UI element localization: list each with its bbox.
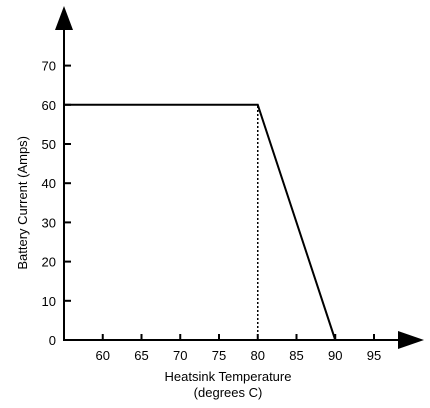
y-tick-label: 70 — [42, 59, 56, 74]
y-ticks: 0 10 20 30 40 50 60 70 — [42, 59, 71, 348]
x-axis-arrowhead — [398, 331, 424, 349]
y-axis-label: Battery Current (Amps) — [15, 136, 30, 270]
x-axis-label: Heatsink Temperature — [165, 369, 292, 384]
x-axis-label-units: (degrees C) — [194, 385, 263, 400]
x-tick-label: 70 — [173, 348, 187, 363]
y-tick-label: 0 — [49, 333, 56, 348]
y-axis-arrowhead — [55, 6, 73, 30]
axis-labels: Heatsink Temperature (degrees C) Battery… — [15, 136, 291, 400]
series — [64, 103, 337, 341]
x-tick-label: 85 — [289, 348, 303, 363]
x-tick-label: 65 — [134, 348, 148, 363]
axes — [55, 6, 424, 349]
x-tick-label: 75 — [212, 348, 226, 363]
x-ticks: 60 65 70 75 80 85 90 95 — [96, 334, 381, 363]
y-tick-label: 40 — [42, 176, 56, 191]
y-tick-label: 10 — [42, 294, 56, 309]
series-line — [64, 103, 337, 341]
x-tick-label: 80 — [251, 348, 265, 363]
y-tick-label: 30 — [42, 215, 56, 230]
y-tick-label: 60 — [42, 98, 56, 113]
y-tick-label: 50 — [42, 137, 56, 152]
x-tick-label: 90 — [328, 348, 342, 363]
x-tick-label: 60 — [96, 348, 110, 363]
y-tick-label: 20 — [42, 255, 56, 270]
x-tick-label: 95 — [367, 348, 381, 363]
